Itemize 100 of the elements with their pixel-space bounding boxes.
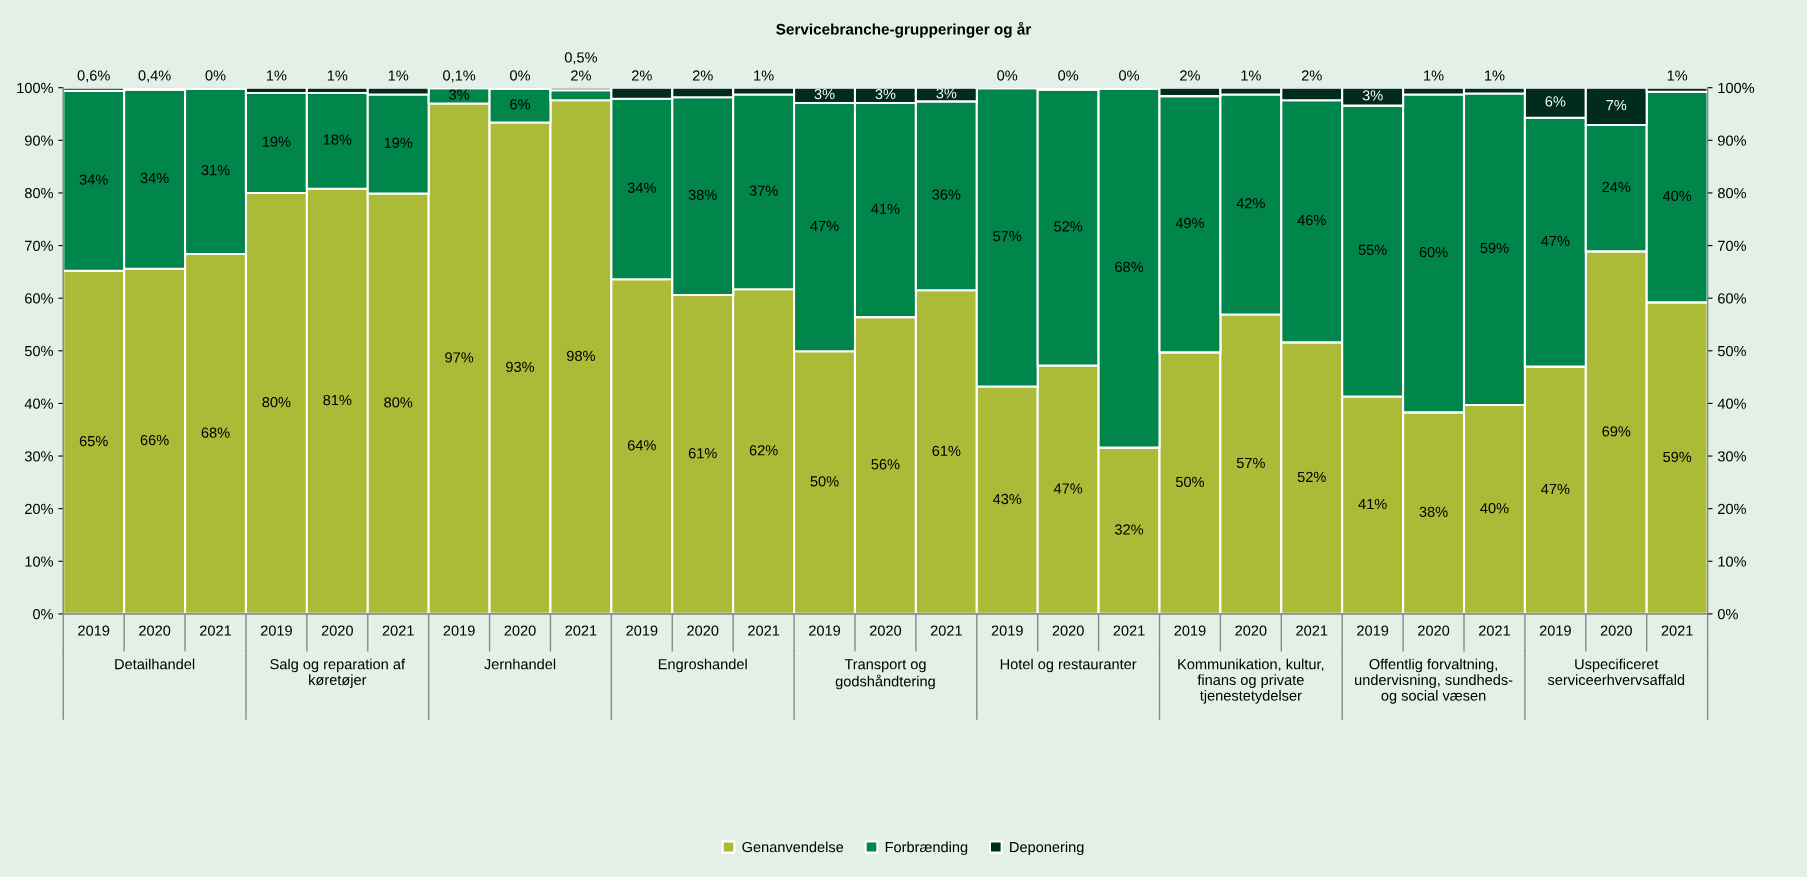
x-tick-label: 2020: [504, 625, 536, 636]
data-label: 38%: [1419, 506, 1448, 518]
data-label: 3%: [1362, 90, 1383, 101]
data-label: 66%: [140, 434, 169, 446]
y2-tick-label: 40%: [1717, 398, 1747, 409]
data-label: 34%: [79, 174, 108, 185]
x-tick-label: 2020: [321, 625, 353, 636]
data-label: 52%: [1297, 471, 1326, 483]
data-label: 68%: [1115, 261, 1144, 273]
data-label: 0%: [997, 70, 1018, 81]
chart-title: Servicebranche-grupperinger og år: [776, 21, 1032, 38]
x-tick-label: 2019: [991, 625, 1023, 636]
data-label: 37%: [749, 185, 778, 196]
data-label: 69%: [1602, 426, 1631, 437]
data-label: 2%: [571, 70, 591, 81]
data-label: 57%: [993, 231, 1022, 242]
data-label: 46%: [1297, 214, 1326, 226]
x-tick-label: 2019: [626, 625, 658, 636]
y2-tick-label: 30%: [1717, 451, 1747, 462]
data-label: 0%: [1058, 70, 1079, 81]
data-label: 36%: [932, 189, 961, 200]
data-label: 65%: [79, 435, 108, 447]
data-label: 7%: [1606, 100, 1627, 111]
x-tick-label: 2021: [1113, 625, 1145, 636]
data-label: 61%: [688, 448, 717, 459]
y2-tick-label: 90%: [1718, 135, 1747, 146]
data-label: 47%: [1541, 483, 1570, 495]
data-label: 0,4%: [138, 70, 171, 83]
x-tick-label: 2019: [809, 625, 841, 636]
x-tick-label: 2019: [443, 625, 475, 636]
data-label: 0,6%: [77, 70, 110, 83]
data-label: 42%: [1236, 198, 1265, 209]
text: Kommunikation, kultur, finans og private tjenestetydelser: [1178, 658, 1324, 704]
data-label: 97%: [445, 352, 474, 363]
data-label: 3%: [875, 88, 896, 100]
data-label: 47%: [1053, 483, 1083, 494]
data-label: 50%: [810, 476, 839, 487]
data-label: 38%: [688, 189, 717, 201]
data-label: 3%: [449, 89, 470, 100]
x-tick-label: 2021: [382, 625, 414, 636]
data-label: 59%: [1480, 242, 1509, 254]
y2-tick-label: 10%: [1718, 556, 1747, 567]
y2-tick-label: 100%: [1718, 82, 1755, 94]
data-label: 98%: [567, 350, 595, 362]
y-tick-label: 10%: [25, 556, 53, 567]
y-tick-label: 80%: [24, 188, 53, 199]
x-tick-label: 2021: [200, 625, 232, 636]
x-tick-label: 2020: [869, 625, 902, 636]
data-label: 47%: [810, 220, 839, 231]
legend-label: Genanvendelse: [742, 841, 844, 853]
data-label: 55%: [1358, 244, 1387, 255]
text: Hotel og restauranter: [1000, 658, 1137, 673]
y-tick-label: 100%: [17, 82, 54, 94]
data-label: 80%: [384, 397, 413, 408]
y2-tick-label: 70%: [1718, 240, 1747, 251]
data-label: 61%: [932, 445, 961, 457]
x-tick-label: 2021: [1296, 625, 1328, 636]
x-tick-label: 2021: [1478, 625, 1510, 636]
data-label: 68%: [201, 427, 230, 438]
data-label: 18%: [323, 134, 352, 145]
x-tick-label: 2020: [1418, 625, 1450, 636]
y-tick-label: 20%: [25, 503, 53, 515]
data-label: 1%: [266, 70, 287, 81]
data-label: 41%: [871, 203, 900, 214]
data-label: 62%: [749, 445, 778, 456]
data-label: 1%: [1424, 70, 1444, 81]
y-tick-label: 0%: [33, 609, 53, 620]
data-label: 47%: [1541, 235, 1570, 246]
text: Jernhandel: [484, 658, 556, 670]
data-label: 19%: [262, 136, 291, 147]
y-tick-label: 70%: [25, 240, 53, 251]
data-label: 6%: [1545, 96, 1566, 107]
x-tick-label: 2021: [748, 625, 780, 636]
text: Transport og godshåndtering: [835, 659, 935, 690]
data-label: 1%: [388, 70, 409, 81]
data-label: 34%: [140, 172, 169, 184]
data-label: 0%: [510, 70, 531, 81]
x-tick-label: 2021: [565, 625, 597, 636]
data-label: 19%: [384, 137, 413, 148]
data-label: 50%: [1175, 476, 1205, 488]
y2-tick-label: 80%: [1717, 188, 1747, 199]
data-label: 56%: [871, 459, 900, 470]
text: Offentlig forvaltning, undervisning, sundheds- og social væsen: [1355, 658, 1513, 704]
data-label: 52%: [1054, 221, 1083, 232]
data-label: 93%: [506, 361, 535, 373]
data-label: 3%: [814, 88, 835, 100]
legend-label: Forbrænding: [885, 841, 968, 856]
legend-label: Deponering: [1010, 841, 1084, 856]
x-tick-label: 2020: [687, 625, 719, 636]
x-tick-label: 2019: [1174, 625, 1206, 636]
data-label: 1%: [1667, 70, 1688, 81]
text: Engroshandel: [658, 658, 747, 673]
data-label: 3%: [936, 88, 957, 99]
y-tick-label: 90%: [25, 135, 53, 146]
text: Detailhandel: [115, 658, 195, 670]
y2-tick-label: 20%: [1718, 503, 1747, 515]
data-label: 31%: [201, 164, 230, 176]
data-label: 24%: [1602, 181, 1631, 193]
text: Salg og reparation af køretøjer: [270, 658, 406, 688]
data-label: 0%: [205, 70, 226, 81]
